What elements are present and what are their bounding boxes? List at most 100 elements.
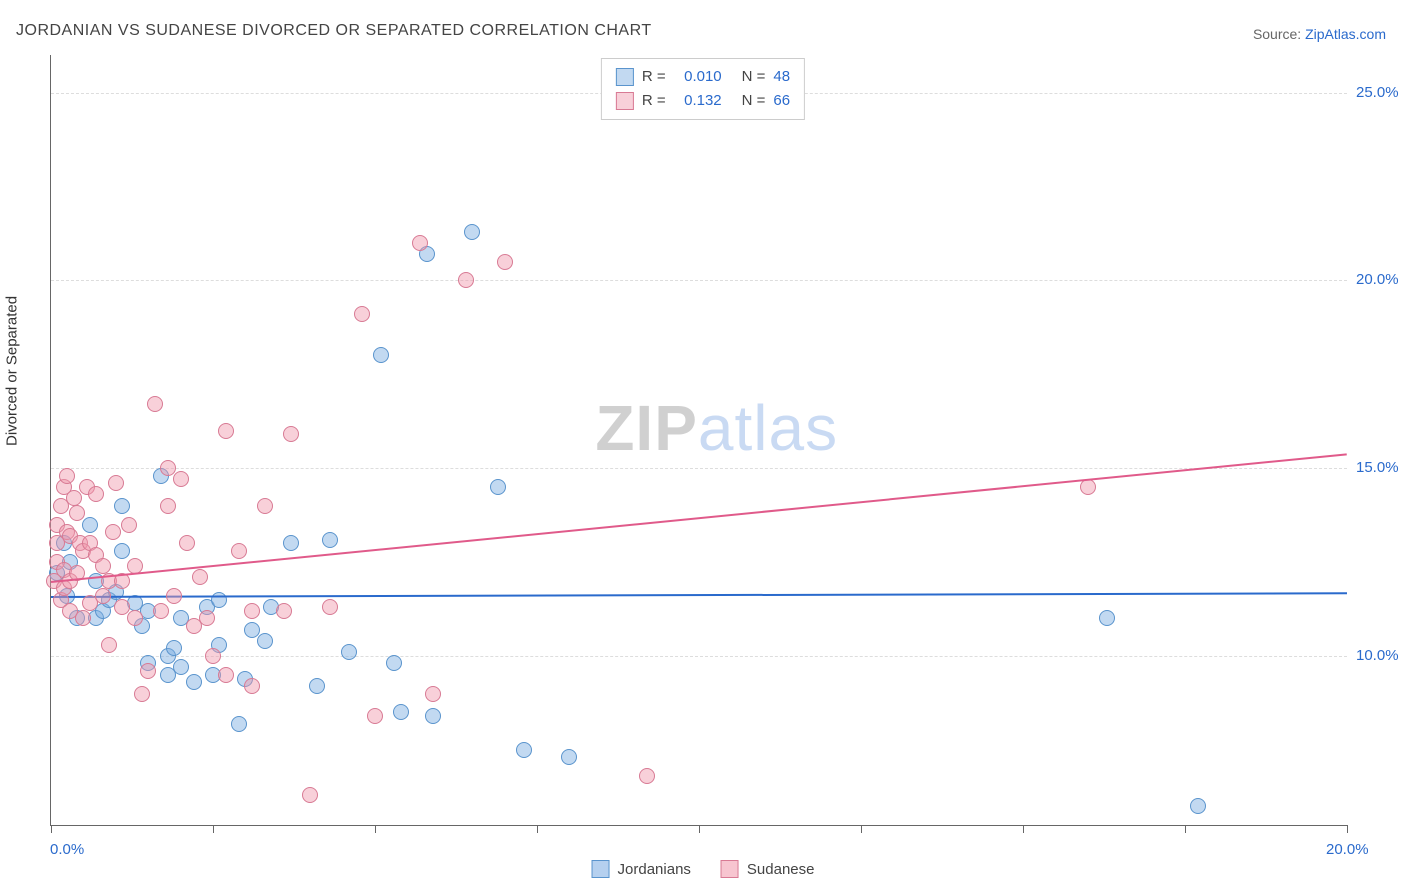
data-point [639, 768, 655, 784]
n-label: N = [742, 65, 766, 89]
data-point [231, 543, 247, 559]
data-point [147, 396, 163, 412]
x-tick [1347, 825, 1348, 833]
data-point [218, 423, 234, 439]
data-point [425, 708, 441, 724]
legend-swatch [616, 92, 634, 110]
data-point [153, 603, 169, 619]
x-tick [1023, 825, 1024, 833]
correlation-legend: R = 0.010 N = 48 R = 0.132 N = 66 [601, 58, 805, 120]
x-tick [51, 825, 52, 833]
gridline [51, 468, 1347, 469]
data-point [134, 686, 150, 702]
legend-item: Jordanians [592, 860, 691, 878]
legend-row: R = 0.010 N = 48 [616, 65, 790, 89]
data-point [386, 655, 402, 671]
watermark-zip: ZIP [595, 392, 698, 464]
data-point [192, 569, 208, 585]
data-point [322, 532, 338, 548]
data-point [199, 610, 215, 626]
source-link[interactable]: ZipAtlas.com [1305, 26, 1386, 42]
data-point [425, 686, 441, 702]
data-point [276, 603, 292, 619]
data-point [257, 633, 273, 649]
scatter-plot: ZIPatlas [50, 55, 1347, 826]
x-tick-label: 20.0% [1326, 841, 1369, 858]
data-point [561, 749, 577, 765]
data-point [464, 224, 480, 240]
x-tick [375, 825, 376, 833]
x-tick [537, 825, 538, 833]
legend-item: Sudanese [721, 860, 815, 878]
y-tick-label: 20.0% [1356, 271, 1399, 288]
data-point [105, 524, 121, 540]
y-tick-label: 25.0% [1356, 84, 1399, 101]
r-label: R = [642, 65, 666, 89]
data-point [322, 599, 338, 615]
data-point [257, 498, 273, 514]
legend-swatch [721, 860, 739, 878]
data-point [412, 235, 428, 251]
data-point [101, 637, 117, 653]
data-point [244, 678, 260, 694]
data-point [173, 659, 189, 675]
data-point [244, 603, 260, 619]
x-tick-label: 0.0% [50, 841, 84, 858]
data-point [114, 498, 130, 514]
y-tick-label: 15.0% [1356, 459, 1399, 476]
data-point [127, 610, 143, 626]
data-point [186, 674, 202, 690]
watermark: ZIPatlas [595, 391, 838, 465]
data-point [1190, 798, 1206, 814]
data-point [218, 667, 234, 683]
n-label: N = [742, 89, 766, 113]
data-point [309, 678, 325, 694]
data-point [121, 517, 137, 533]
y-tick-label: 10.0% [1356, 647, 1399, 664]
data-point [108, 475, 124, 491]
n-value: 48 [773, 65, 790, 89]
data-point [497, 254, 513, 270]
data-point [114, 543, 130, 559]
data-point [367, 708, 383, 724]
data-point [166, 640, 182, 656]
legend-label: Jordanians [618, 861, 691, 878]
data-point [69, 505, 85, 521]
trend-line [51, 453, 1347, 583]
x-tick [699, 825, 700, 833]
data-point [283, 535, 299, 551]
legend-swatch [592, 860, 610, 878]
n-value: 66 [773, 89, 790, 113]
r-label: R = [642, 89, 666, 113]
source-label: Source: [1253, 26, 1305, 42]
data-point [231, 716, 247, 732]
data-point [59, 468, 75, 484]
data-point [75, 610, 91, 626]
data-point [66, 490, 82, 506]
x-tick [213, 825, 214, 833]
legend-row: R = 0.132 N = 66 [616, 89, 790, 113]
gridline [51, 656, 1347, 657]
data-point [341, 644, 357, 660]
data-point [354, 306, 370, 322]
data-point [283, 426, 299, 442]
data-point [173, 471, 189, 487]
data-point [82, 517, 98, 533]
data-point [302, 787, 318, 803]
source-attribution: Source: ZipAtlas.com [1253, 26, 1386, 42]
data-point [95, 588, 111, 604]
gridline [51, 280, 1347, 281]
data-point [179, 535, 195, 551]
data-point [160, 498, 176, 514]
series-legend: Jordanians Sudanese [592, 860, 815, 878]
r-value: 0.132 [674, 89, 722, 113]
x-tick [861, 825, 862, 833]
r-value: 0.010 [674, 65, 722, 89]
data-point [205, 648, 221, 664]
data-point [393, 704, 409, 720]
data-point [490, 479, 506, 495]
chart-title: JORDANIAN VS SUDANESE DIVORCED OR SEPARA… [16, 22, 652, 40]
legend-swatch [616, 68, 634, 86]
data-point [516, 742, 532, 758]
data-point [88, 486, 104, 502]
